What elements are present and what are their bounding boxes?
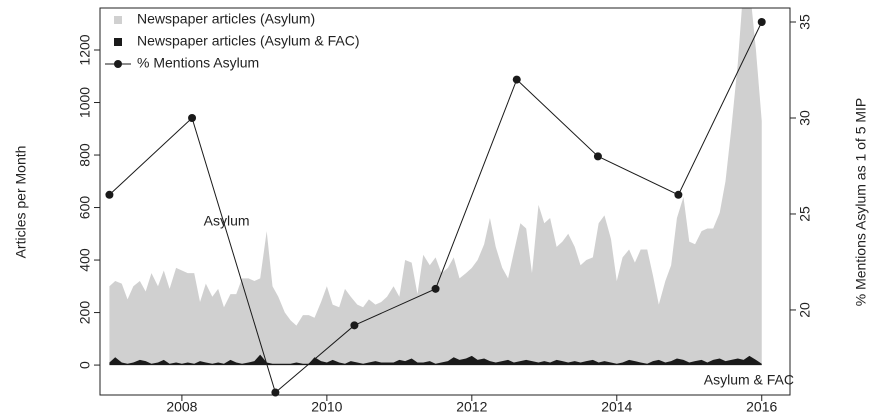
y2-tick-label: 25 — [797, 206, 813, 222]
plot-frame — [99, 7, 791, 396]
x-tick-label: 2012 — [456, 399, 487, 415]
x-tick-label: 2010 — [311, 399, 342, 415]
legend-point — [114, 60, 122, 68]
point — [674, 190, 683, 199]
point — [350, 321, 359, 330]
point — [431, 284, 440, 293]
y-tick-label: 400 — [77, 248, 93, 272]
y-tick-label: 800 — [77, 143, 93, 167]
point — [188, 113, 197, 122]
y-tick-label: 1200 — [77, 34, 93, 65]
x-tick-label: 2016 — [746, 399, 777, 415]
y-tick-label: 600 — [77, 196, 93, 220]
area — [109, 8, 762, 366]
legend-label: % Mentions Asylum — [137, 55, 259, 71]
annotation: Asylum — [204, 213, 250, 229]
y2-tick-label: 35 — [797, 14, 813, 30]
y-tick-label: 200 — [77, 301, 93, 325]
legend-swatch — [114, 38, 122, 46]
legend-swatch — [114, 16, 122, 24]
point — [757, 18, 766, 27]
y2-tick-label: 30 — [797, 110, 813, 126]
y-tick-label: 1000 — [77, 87, 93, 118]
legend-label: Newspaper articles (Asylum & FAC) — [137, 33, 360, 49]
plot-area — [109, 8, 762, 366]
y-tick-label: 0 — [77, 361, 93, 369]
point — [593, 152, 602, 161]
point — [512, 75, 521, 84]
x-tick-label: 2014 — [601, 399, 632, 415]
x-tick-label: 2008 — [166, 399, 197, 415]
point — [271, 388, 280, 397]
annotation: Asylum & FAC — [704, 372, 794, 388]
area — [109, 354, 762, 366]
legend-label: Newspaper articles (Asylum) — [137, 11, 315, 27]
point — [105, 190, 114, 199]
y-axis-label: Articles per Month — [13, 146, 29, 259]
y2-axis-label: % Mentions Asylum as 1 of 5 MIP — [853, 98, 869, 307]
y2-tick-label: 20 — [797, 302, 813, 318]
